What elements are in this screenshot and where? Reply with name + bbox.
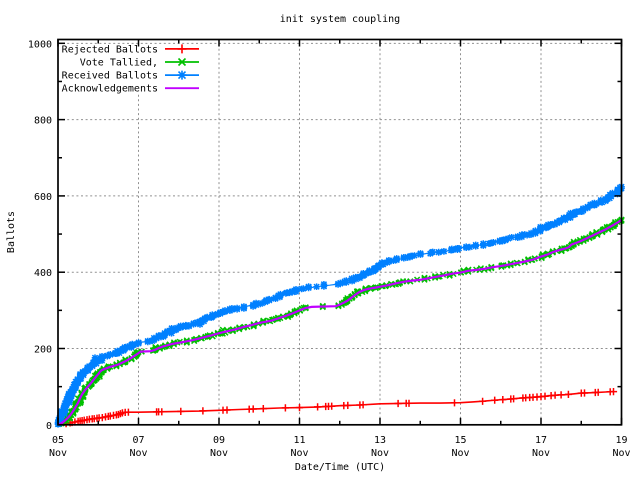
legend-marker-cross	[177, 57, 187, 67]
y-tick-label: 0	[46, 421, 52, 432]
legend-label: Rejected Ballots	[62, 44, 158, 55]
x-tick-label-month: Nov	[290, 448, 308, 459]
series-acknowledgements	[57, 218, 623, 426]
series-received-ballots	[54, 183, 625, 428]
legend-marker-plus	[177, 44, 187, 54]
x-tick-label-month: Nov	[532, 448, 550, 459]
y-tick-label: 200	[34, 345, 52, 356]
y-tick-label: 1000	[28, 39, 52, 50]
x-tick-label-day: 07	[132, 435, 144, 446]
x-tick-label-month: Nov	[210, 448, 228, 459]
legend-entry-acknowledgements: Acknowledgements	[62, 84, 199, 95]
legend-label: Received Ballots	[62, 71, 158, 82]
y-tick-label: 800	[34, 116, 52, 127]
x-tick-label-day: 11	[293, 435, 305, 446]
legend-entry-rejected-ballots: Rejected Ballots	[62, 44, 199, 55]
y-axis-label: Ballots	[6, 211, 17, 253]
series-vote-tallied	[55, 216, 625, 428]
x-tick-label-month: Nov	[129, 448, 147, 459]
x-axis-label: Date/Time (UTC)	[295, 462, 385, 473]
legend-label: Acknowledgements	[62, 84, 158, 95]
y-tick-label: 600	[34, 192, 52, 203]
x-tick-label-day: 17	[535, 435, 547, 446]
axes	[57, 38, 623, 426]
legend-marker-asterisk	[177, 70, 187, 80]
data-series	[54, 44, 625, 428]
x-tick-label-day: 13	[374, 435, 386, 446]
x-tick-label-day: 15	[454, 435, 466, 446]
legend-label: Vote Tallied,	[80, 58, 158, 69]
y-tick-label: 400	[34, 268, 52, 279]
series-line	[57, 218, 623, 426]
chart-title: init system coupling	[280, 14, 400, 25]
x-tick-label-month: Nov	[612, 448, 630, 459]
legend-background	[60, 44, 202, 94]
legend-entry-vote-tallied: Vote Tallied,	[80, 58, 199, 69]
tick-labels: 05 Nov 07 Nov 09 Nov 11 Nov 13 Nov 15 Nov 17 Nov 19 Nov…	[28, 39, 631, 459]
x-tick-label-month: Nov	[371, 448, 389, 459]
legend-entry-received-ballots: Received Ballots	[62, 71, 199, 82]
x-tick-label-month: Nov	[49, 448, 67, 459]
x-tick-label-month: Nov	[451, 448, 469, 459]
legend: Rejected Ballots Vote Tallied, Received Ba…	[62, 44, 199, 95]
x-tick-label-day: 09	[213, 435, 225, 446]
series-rejected-ballots	[57, 388, 618, 428]
x-tick-label-day: 19	[615, 435, 627, 446]
x-tick-label-day: 05	[52, 435, 64, 446]
series-markers	[55, 216, 625, 428]
